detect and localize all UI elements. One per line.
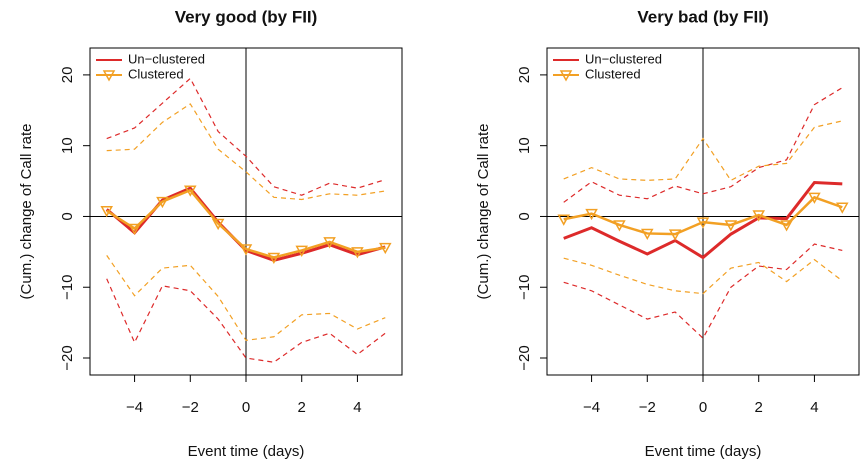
y-tick-label: −20 [516,345,533,370]
legend-text: Clustered [128,66,184,81]
marker [379,242,392,255]
x-tick-label: 2 [755,399,763,416]
x-axis-label: Event time (days) [645,443,762,460]
x-tick-label: 0 [699,399,707,416]
y-tick-label: 0 [59,212,76,220]
y-tick-label: 20 [516,67,533,84]
series-line [106,188,386,259]
y-tick-label: 10 [59,137,76,154]
x-tick-label: −4 [126,399,143,416]
legend-text: Clustered [585,66,641,81]
marker [211,218,225,231]
x-tick-label: −4 [583,399,600,416]
y-tick-label: 20 [59,67,76,84]
confidence-band [106,278,386,363]
marker [808,192,821,204]
marker [557,214,570,226]
marker [239,244,253,256]
marker [128,223,141,236]
marker [267,252,281,265]
marker [156,196,169,209]
y-tick-label: 10 [516,137,533,154]
x-axis-label: Event time (days) [188,443,305,460]
marker [295,245,308,257]
series-line [563,195,843,236]
marker [102,70,116,82]
y-tick-label: 0 [516,212,533,220]
x-tick-label: −2 [639,399,656,416]
y-axis-label: (Cum.) change of Call rate [475,124,492,300]
x-tick-label: 4 [353,399,361,416]
chart-title: Very good (by FII) [175,7,318,26]
marker [641,228,654,240]
marker [323,237,336,249]
x-tick-label: 2 [298,399,306,416]
confidence-band [563,257,843,295]
marker [836,202,849,214]
x-tick-label: 0 [242,399,250,416]
y-axis-label: (Cum.) change of Call rate [18,124,35,300]
series-line [563,180,843,260]
confidence-band [106,255,386,341]
marker [780,220,793,232]
marker [100,206,113,218]
x-tick-label: 4 [810,399,818,416]
marker [559,70,573,82]
confidence-band [106,77,386,196]
marker [351,247,364,259]
legend-text: Un−clustered [128,51,205,66]
x-tick-label: −2 [182,399,199,416]
y-tick-label: −10 [516,275,533,300]
confidence-band [563,87,843,203]
confidence-band [563,243,843,340]
legend-text: Un−clustered [585,51,662,66]
marker [184,185,197,197]
y-tick-label: −20 [59,345,76,370]
y-tick-label: −10 [59,275,76,300]
chart-title: Very bad (by FII) [637,7,768,26]
marker [585,208,598,221]
marker [613,220,626,232]
marker [696,217,710,229]
marker [724,220,738,232]
marker [752,210,765,222]
confidence-band [563,120,843,182]
confidence-band [106,103,386,201]
marker [668,229,682,241]
